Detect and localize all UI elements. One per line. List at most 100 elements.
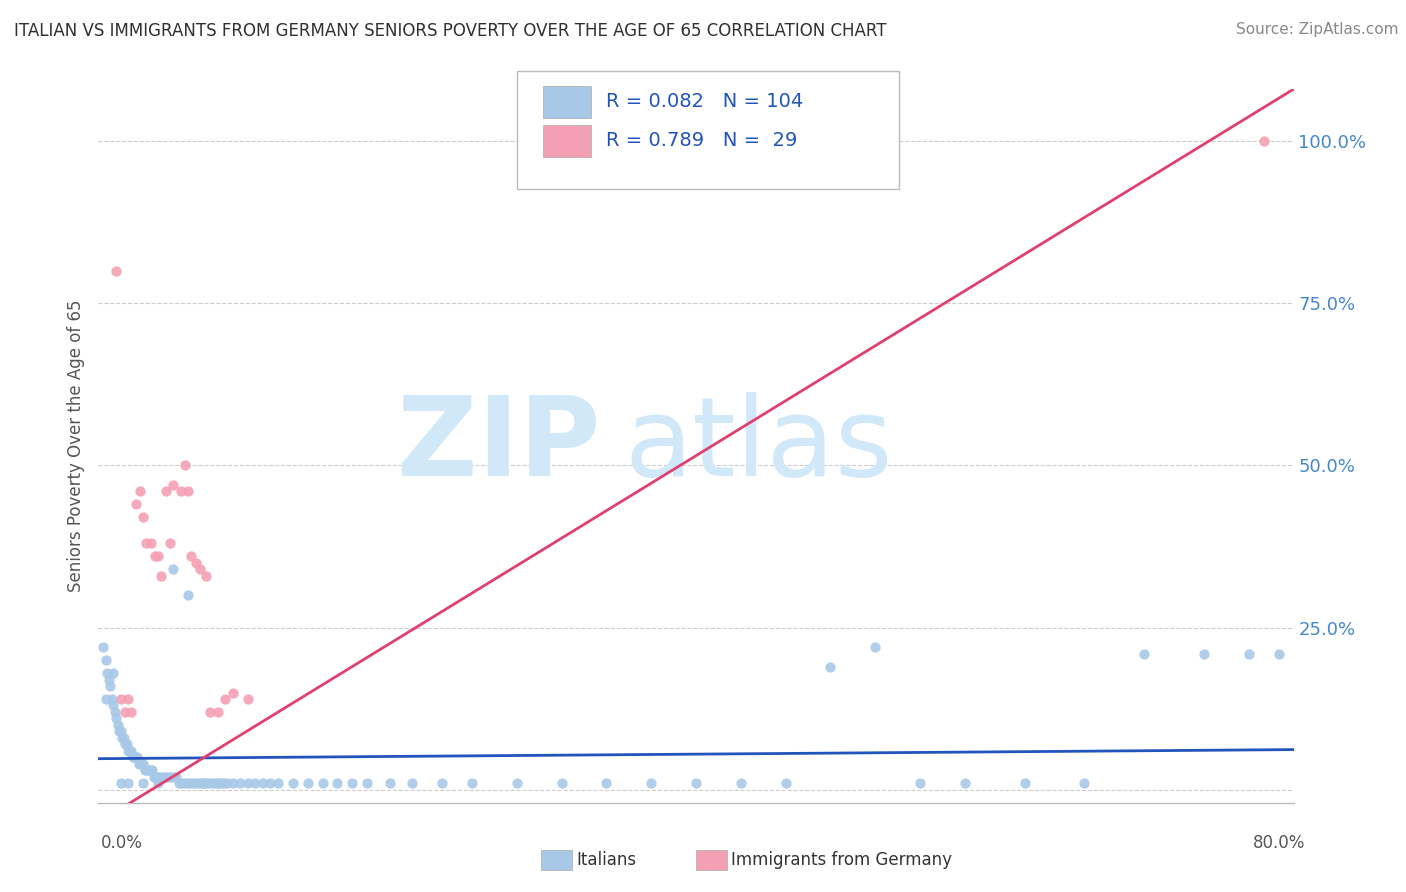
Point [134,764,156,778]
Point [124,750,146,764]
Point [222,776,245,790]
Point [204,776,226,790]
Point [215,776,238,790]
Point [103,666,125,681]
Point [430,776,453,790]
Text: R = 0.789   N =  29: R = 0.789 N = 29 [606,131,797,150]
Point [194,776,218,790]
Point [259,776,281,790]
Point [267,776,290,790]
Point [245,776,267,790]
Point [105,711,128,725]
Point [775,776,797,790]
Point [120,744,142,758]
Point [153,770,176,784]
Point [125,497,148,511]
Point [127,750,149,764]
Point [191,776,214,790]
Point [236,776,259,790]
Point [207,776,229,790]
Point [1237,647,1260,661]
Point [132,776,155,790]
Point [201,776,224,790]
Point [136,764,159,778]
Point [142,770,165,784]
Text: Source: ZipAtlas.com: Source: ZipAtlas.com [1236,22,1399,37]
Point [1073,776,1095,790]
Point [186,776,208,790]
Point [174,776,197,790]
Point [150,568,173,582]
Point [252,776,274,790]
Point [172,776,194,790]
Point [117,744,139,758]
Point [180,776,202,790]
Point [865,640,887,654]
FancyBboxPatch shape [543,86,591,118]
Point [125,750,148,764]
Point [98,679,122,693]
Point [908,776,931,790]
Point [184,556,207,570]
Text: R = 0.082   N = 104: R = 0.082 N = 104 [606,92,804,111]
Point [174,458,197,473]
Point [155,484,177,499]
Point [953,776,976,790]
Point [156,770,179,784]
Point [188,776,211,790]
Point [180,549,202,564]
Point [311,776,333,790]
Point [131,756,153,771]
Point [148,776,170,790]
Point [595,776,617,790]
Text: ITALIAN VS IMMIGRANTS FROM GERMANY SENIORS POVERTY OVER THE AGE OF 65 CORRELATIO: ITALIAN VS IMMIGRANTS FROM GERMANY SENIO… [14,22,887,40]
Point [194,568,218,582]
FancyBboxPatch shape [543,125,591,157]
Point [143,770,166,784]
Point [730,776,752,790]
Point [148,770,170,784]
FancyBboxPatch shape [517,71,900,189]
Text: 80.0%: 80.0% [1253,834,1305,852]
Point [167,776,190,790]
Point [96,666,118,681]
Point [128,756,150,771]
Point [326,776,349,790]
Point [198,776,221,790]
Point [378,776,401,790]
Point [685,776,707,790]
Point [550,776,572,790]
Point [222,685,245,699]
Point [159,536,181,550]
Point [162,562,184,576]
Point [117,776,139,790]
Point [148,549,170,564]
Y-axis label: Seniors Poverty Over the Age of 65: Seniors Poverty Over the Age of 65 [66,300,84,592]
Point [105,264,128,278]
Point [506,776,529,790]
Text: atlas: atlas [624,392,893,500]
Point [145,770,167,784]
Point [1192,647,1215,661]
Point [150,770,173,784]
Point [94,692,117,706]
Point [132,510,155,524]
Point [236,692,259,706]
Point [120,705,142,719]
Point [207,705,229,719]
Point [114,705,136,719]
Point [820,659,842,673]
Point [188,562,211,576]
Point [115,738,138,752]
Point [139,764,162,778]
Point [177,588,200,602]
Point [212,776,235,790]
Point [169,484,191,499]
Point [91,640,114,654]
Point [104,705,127,719]
Point [177,484,200,499]
Point [107,718,129,732]
Point [143,549,166,564]
Point [117,692,139,706]
Text: Immigrants from Germany: Immigrants from Germany [731,851,952,869]
